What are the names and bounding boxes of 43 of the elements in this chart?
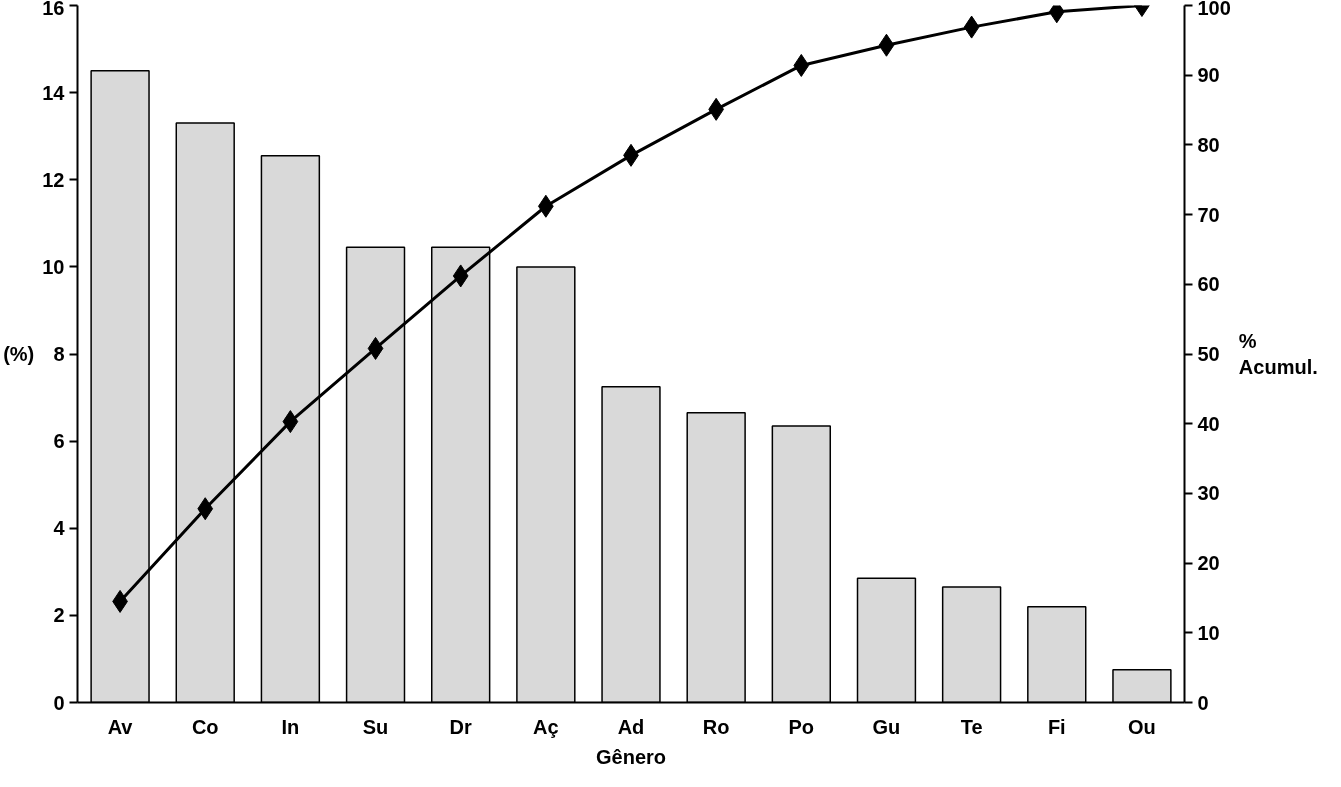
x-tick-label: Fi (1047, 715, 1066, 738)
x-axis-title: Gênero (595, 745, 667, 768)
y2-tick-label: 20 (1197, 552, 1220, 575)
y2-tick-label: 50 (1197, 343, 1220, 365)
x-tick-label: Po (788, 715, 815, 738)
y-tick-label: 14 (42, 81, 66, 104)
y2-tick-label: 70 (1197, 203, 1220, 226)
x-tick-label: Te (960, 715, 983, 738)
point (367, 336, 384, 360)
x-tick-label: Aç (533, 715, 559, 738)
y2-tick-label: 0 (1197, 691, 1209, 714)
x-tick-label: Ro (702, 715, 730, 738)
y-axis-title: (%) (3, 343, 35, 365)
y2-tick-label: 100 (1197, 0, 1231, 19)
y2-axis-title: % Acumul. (1238, 329, 1318, 379)
y-tick-label: 16 (42, 0, 65, 19)
x-tick-label: Dr (449, 715, 473, 738)
point (878, 33, 895, 57)
y2-tick-label: 80 (1197, 133, 1220, 156)
y-tick-label: 6 (53, 430, 65, 453)
point (963, 15, 980, 39)
y-tick-label: 12 (42, 168, 65, 191)
x-tick-label: Co (191, 715, 219, 738)
x-tick-label: In (281, 715, 300, 738)
point (282, 410, 299, 434)
y2-tick-label: 40 (1197, 412, 1220, 435)
y-tick-label: 2 (53, 604, 65, 627)
y-tick-label: 0 (53, 691, 65, 714)
y-tick-label: 10 (42, 255, 65, 278)
y-tick-label: 4 (53, 517, 66, 540)
point (793, 53, 810, 77)
y2-tick-label: 30 (1197, 482, 1220, 505)
x-tick-label: Su (362, 715, 389, 738)
point (197, 497, 214, 521)
point (452, 264, 469, 288)
y2-tick-label: 10 (1197, 621, 1220, 644)
y2-tick-label: 60 (1197, 273, 1220, 296)
x-tick-label: Ou (1128, 715, 1156, 738)
x-tick-label: Gu (872, 715, 901, 738)
x-tick-label: Ad (617, 715, 645, 738)
y2-tick-label: 90 (1197, 64, 1220, 87)
x-tick-label: Av (107, 715, 134, 738)
y-tick-label: 8 (53, 343, 65, 365)
